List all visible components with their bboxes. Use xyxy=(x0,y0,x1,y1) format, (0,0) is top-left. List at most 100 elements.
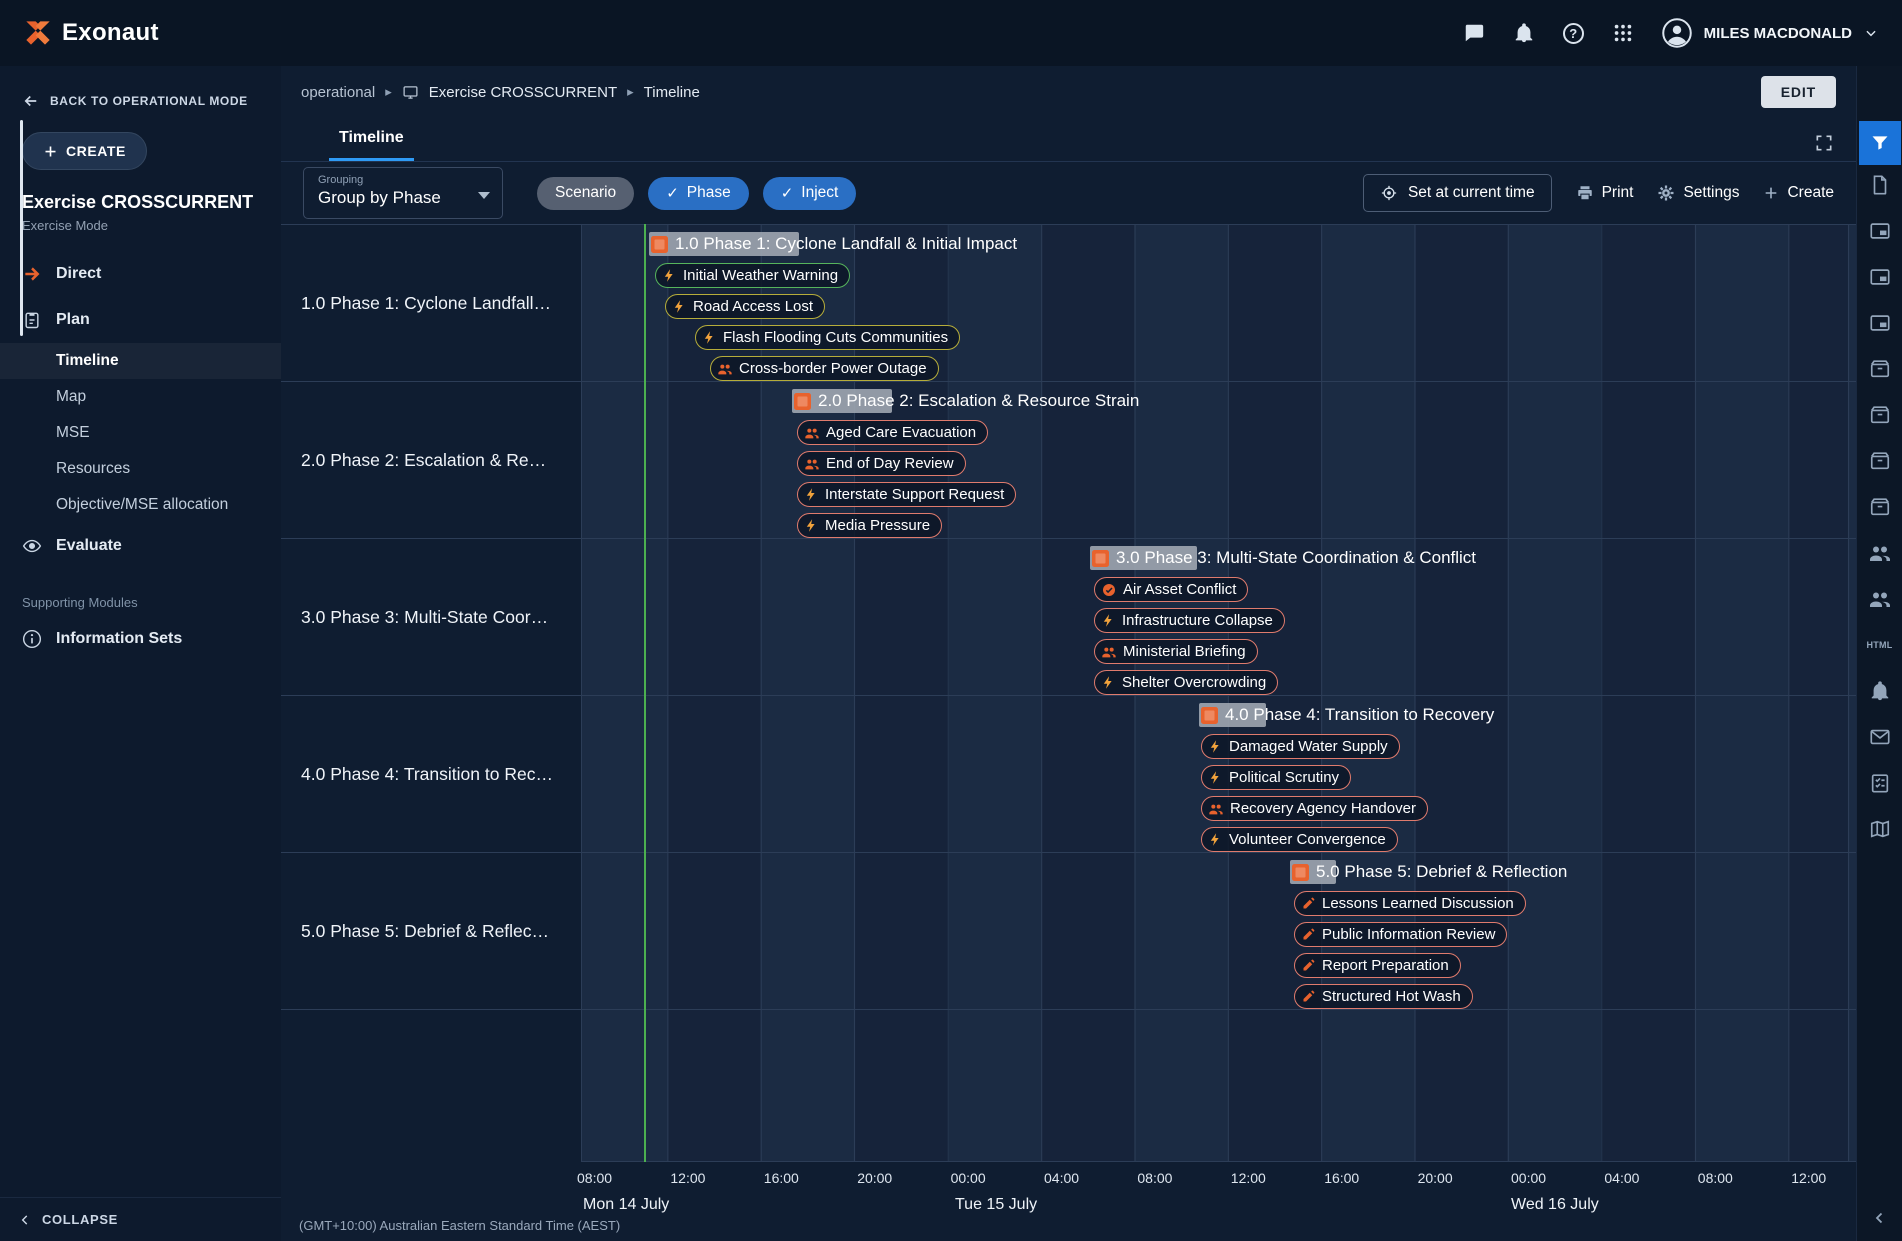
sidebar-item-mse[interactable]: MSE xyxy=(0,415,281,451)
inject-pill[interactable]: Ministerial Briefing xyxy=(1094,639,1258,664)
inject-pill[interactable]: Shelter Overcrowding xyxy=(1094,670,1278,695)
page-icon[interactable] xyxy=(1866,171,1894,199)
sidebar-item-objective-mse-allocation[interactable]: Objective/MSE allocation xyxy=(0,487,281,523)
inject-label: Ministerial Briefing xyxy=(1123,643,1246,660)
phase-icon xyxy=(1092,550,1109,567)
settings-label: Settings xyxy=(1683,184,1739,202)
user-menu[interactable]: MILES MACDONALD xyxy=(1662,18,1878,48)
inject-pill[interactable]: Air Asset Conflict xyxy=(1094,577,1248,602)
sidebar-collapse-button[interactable]: COLLAPSE xyxy=(0,1197,281,1241)
create-item-label: Create xyxy=(1787,184,1834,202)
back-link-label: BACK TO OPERATIONAL MODE xyxy=(50,94,248,108)
breadcrumb-exercise[interactable]: Exercise CROSSCURRENT xyxy=(429,84,617,101)
set-current-time-button[interactable]: Set at current time xyxy=(1363,174,1552,212)
phase-bar[interactable]: 2.0 Phase 2: Escalation & Resource Strai… xyxy=(794,389,1139,413)
sidebar-item-label: Direct xyxy=(56,265,101,283)
inject-pill[interactable]: Damaged Water Supply xyxy=(1201,734,1400,759)
help-icon[interactable]: ? xyxy=(1563,23,1584,44)
rail-expand-icon[interactable] xyxy=(1871,1209,1889,1227)
filter-icon[interactable] xyxy=(1859,121,1901,165)
tick-label: 00:00 xyxy=(1511,1170,1546,1186)
tick-label: 04:00 xyxy=(1604,1170,1639,1186)
inject-label: Shelter Overcrowding xyxy=(1122,674,1266,691)
apps-grid-icon[interactable] xyxy=(1612,22,1634,44)
picture-in-picture-icon[interactable] xyxy=(1866,217,1894,245)
back-to-operational-mode-link[interactable]: BACK TO OPERATIONAL MODE xyxy=(0,82,281,120)
sidebar-item-plan[interactable]: Plan xyxy=(0,297,281,343)
phase-name: 5.0 Phase 5: Debrief & Reflection xyxy=(301,921,553,942)
create-button[interactable]: CREATE xyxy=(22,132,147,170)
chevron-down-icon xyxy=(1864,26,1878,40)
phase-name: 4.0 Phase 4: Transition to Recovery xyxy=(301,764,553,785)
print-button[interactable]: Print xyxy=(1576,184,1634,202)
tab-timeline[interactable]: Timeline xyxy=(329,129,414,161)
html-icon[interactable]: HTML xyxy=(1866,631,1894,659)
eye-icon xyxy=(22,536,42,556)
sidebar-item-evaluate[interactable]: Evaluate xyxy=(0,523,281,569)
main-content: operational ▸ Exercise CROSSCURRENT ▸ Ti… xyxy=(281,66,1856,1241)
settings-button[interactable]: Settings xyxy=(1657,184,1739,202)
sidebar-item-timeline[interactable]: Timeline xyxy=(0,343,281,379)
inject-pill[interactable]: Media Pressure xyxy=(797,513,942,538)
inject-pill[interactable]: Recovery Agency Handover xyxy=(1201,796,1428,821)
edit-button[interactable]: EDIT xyxy=(1761,76,1836,108)
create-item-button[interactable]: Create xyxy=(1763,184,1834,202)
mail-icon[interactable] xyxy=(1866,723,1894,751)
inject-label: Lessons Learned Discussion xyxy=(1322,895,1514,912)
picture-in-picture-icon[interactable] xyxy=(1866,309,1894,337)
inject-pill[interactable]: Volunteer Convergence xyxy=(1201,827,1398,852)
sidebar-item-resources[interactable]: Resources xyxy=(0,451,281,487)
set-current-time-label: Set at current time xyxy=(1408,184,1535,202)
inject-pill[interactable]: Lessons Learned Discussion xyxy=(1294,891,1526,916)
phase-bar[interactable]: 1.0 Phase 1: Cyclone Landfall & Initial … xyxy=(651,232,1017,256)
inject-pill[interactable]: Flash Flooding Cuts Communities xyxy=(695,325,960,350)
plan-icon xyxy=(22,310,42,330)
inject-pill[interactable]: Initial Weather Warning xyxy=(655,263,850,288)
phase-bar[interactable]: 4.0 Phase 4: Transition to Recovery xyxy=(1201,703,1494,727)
exercise-icon xyxy=(402,84,419,101)
bolt-icon xyxy=(1101,675,1116,690)
people-group-icon[interactable] xyxy=(1866,585,1894,613)
exonaut-logo-icon xyxy=(24,19,52,47)
sidebar-item-map[interactable]: Map xyxy=(0,379,281,415)
notifications-icon[interactable] xyxy=(1513,22,1535,44)
people-icon[interactable] xyxy=(1866,539,1894,567)
grouping-select[interactable]: Grouping Group by Phase xyxy=(303,167,503,219)
inject-pill[interactable]: Interstate Support Request xyxy=(797,482,1016,507)
phase-bar[interactable]: 3.0 Phase 3: Multi-State Coordination & … xyxy=(1092,546,1476,570)
archive-icon[interactable] xyxy=(1866,447,1894,475)
inject-pill[interactable]: Cross-border Power Outage xyxy=(710,356,939,381)
sidebar-item-information-sets[interactable]: Information Sets xyxy=(0,616,281,662)
timeline-toolbar: Grouping Group by Phase Scenario ✓Phase ✓I… xyxy=(281,162,1856,224)
brand-name: Exonaut xyxy=(62,19,159,47)
phase-bar[interactable]: 5.0 Phase 5: Debrief & Reflection xyxy=(1292,860,1567,884)
inject-pill[interactable]: Structured Hot Wash xyxy=(1294,984,1473,1009)
sidebar-item-direct[interactable]: Direct xyxy=(0,251,281,297)
back-arrow-icon xyxy=(22,92,40,110)
inject-pill[interactable]: Public Information Review xyxy=(1294,922,1507,947)
inject-label: Recovery Agency Handover xyxy=(1230,800,1416,817)
task-list-icon[interactable] xyxy=(1866,769,1894,797)
inject-pill[interactable]: Aged Care Evacuation xyxy=(797,420,988,445)
chip-scenario[interactable]: Scenario xyxy=(537,177,634,210)
archive-icon[interactable] xyxy=(1866,355,1894,383)
breadcrumb-root[interactable]: operational xyxy=(301,84,375,101)
chip-inject[interactable]: ✓Inject xyxy=(763,177,857,210)
chat-icon[interactable] xyxy=(1463,22,1485,44)
inject-pill[interactable]: End of Day Review xyxy=(797,451,966,476)
archive-icon[interactable] xyxy=(1866,493,1894,521)
chip-phase[interactable]: ✓Phase xyxy=(648,177,749,210)
inject-pill[interactable]: Report Preparation xyxy=(1294,953,1461,978)
timeline-row-label: 2.0 Phase 2: Escalation & Resource Strai… xyxy=(281,382,581,538)
inject-pill[interactable]: Road Access Lost xyxy=(665,294,825,319)
archive-icon[interactable] xyxy=(1866,401,1894,429)
picture-in-picture-icon[interactable] xyxy=(1866,263,1894,291)
map-icon[interactable] xyxy=(1866,815,1894,843)
fullscreen-icon[interactable] xyxy=(1814,133,1834,153)
notifications-icon[interactable] xyxy=(1866,677,1894,705)
timeline-row: 3.0 Phase 3: Multi-State Coordination & … xyxy=(281,539,1856,696)
inject-pill[interactable]: Infrastructure Collapse xyxy=(1094,608,1285,633)
inject-pill[interactable]: Political Scrutiny xyxy=(1201,765,1351,790)
top-bar: Exonaut ? MILES MACDONALD xyxy=(0,0,1902,66)
people-icon xyxy=(717,361,733,377)
